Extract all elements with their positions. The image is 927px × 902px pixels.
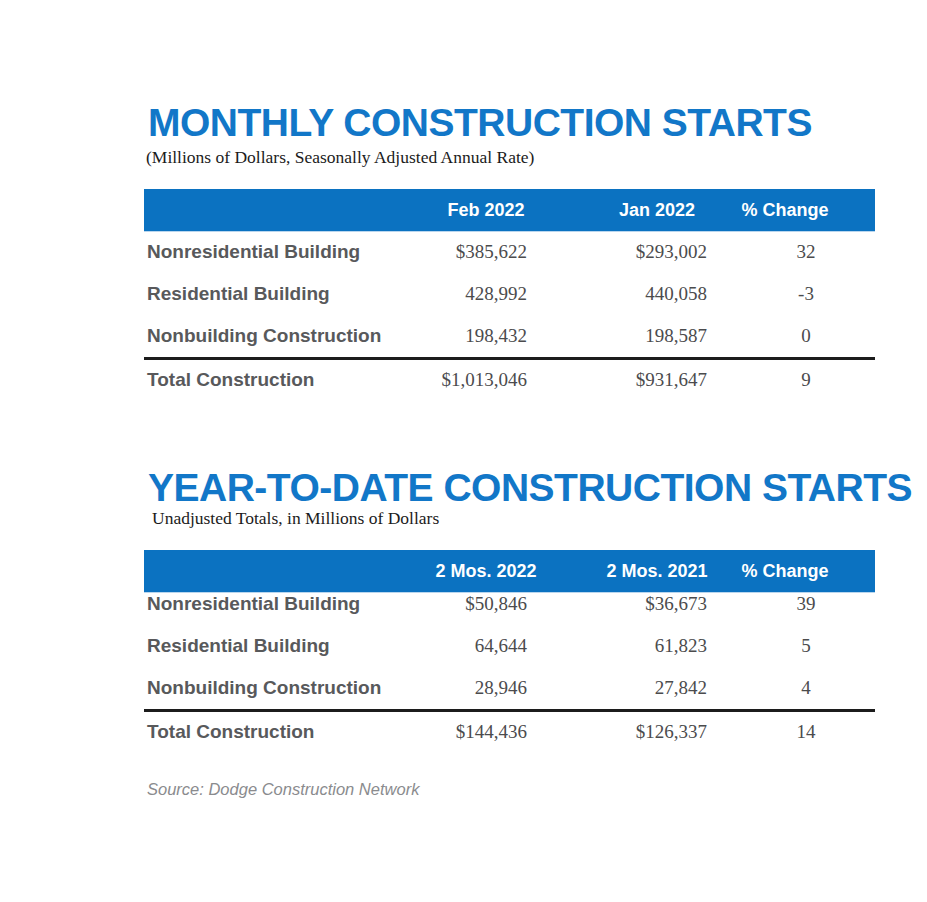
value-pct-change: 39 xyxy=(737,583,875,625)
value-pct-change: 32 xyxy=(737,231,875,273)
value-pct-change: -3 xyxy=(737,273,875,315)
total-label: Total Construction xyxy=(144,360,395,400)
ytd-table-body: Nonresidential Building $50,846 $36,673 … xyxy=(144,583,875,712)
row-label: Nonresidential Building xyxy=(144,583,395,625)
value-2mos-2022: $50,846 xyxy=(395,583,577,625)
value-pct-change: 4 xyxy=(737,667,875,709)
monthly-col-header-pct-change: % Change xyxy=(737,189,875,231)
table-row: Nonresidential Building $50,846 $36,673 … xyxy=(144,583,875,625)
ytd-total-row: Total Construction $144,436 $126,337 14 xyxy=(144,712,875,752)
row-label: Residential Building xyxy=(144,625,395,667)
table-row: Nonbuilding Construction 198,432 198,587… xyxy=(144,315,875,360)
value-jan-2022: $293,002 xyxy=(577,231,737,273)
table-row-total: Total Construction $1,013,046 $931,647 9 xyxy=(144,360,875,400)
table-row: Residential Building 64,644 61,823 5 xyxy=(144,625,875,667)
value-2mos-2021: 27,842 xyxy=(577,667,737,709)
total-jan-2022: $931,647 xyxy=(577,360,737,400)
total-pct-change: 9 xyxy=(737,360,875,400)
monthly-subtitle: (Millions of Dollars, Seasonally Adjuste… xyxy=(146,147,534,168)
total-label: Total Construction xyxy=(144,712,395,752)
value-2mos-2021: 61,823 xyxy=(577,625,737,667)
construction-starts-report: MONTHLY CONSTRUCTION STARTS (Millions of… xyxy=(0,0,927,902)
monthly-col-header-jan-2022: Jan 2022 xyxy=(577,189,737,231)
value-jan-2022: 198,587 xyxy=(577,315,737,357)
value-pct-change: 0 xyxy=(737,315,875,357)
value-2mos-2022: 64,644 xyxy=(395,625,577,667)
table-row: Nonbuilding Construction 28,946 27,842 4 xyxy=(144,667,875,712)
row-label: Nonbuilding Construction xyxy=(144,315,395,357)
monthly-table-body: Nonresidential Building $385,622 $293,00… xyxy=(144,231,875,360)
monthly-table-header-row: Feb 2022 Jan 2022 % Change xyxy=(144,189,875,232)
value-feb-2022: $385,622 xyxy=(395,231,577,273)
value-feb-2022: 428,992 xyxy=(395,273,577,315)
value-feb-2022: 198,432 xyxy=(395,315,577,357)
value-jan-2022: 440,058 xyxy=(577,273,737,315)
monthly-col-header-feb-2022: Feb 2022 xyxy=(395,189,577,231)
value-2mos-2021: $36,673 xyxy=(577,583,737,625)
total-pct-change: 14 xyxy=(737,712,875,752)
total-2mos-2022: $144,436 xyxy=(395,712,577,752)
table-row-total: Total Construction $144,436 $126,337 14 xyxy=(144,712,875,752)
monthly-header-spacer xyxy=(144,189,395,231)
value-2mos-2022: 28,946 xyxy=(395,667,577,709)
ytd-title: YEAR-TO-DATE CONSTRUCTION STARTS xyxy=(148,466,912,510)
total-feb-2022: $1,013,046 xyxy=(395,360,577,400)
value-pct-change: 5 xyxy=(737,625,875,667)
monthly-total-row: Total Construction $1,013,046 $931,647 9 xyxy=(144,360,875,400)
table-row: Residential Building 428,992 440,058 -3 xyxy=(144,273,875,315)
table-row: Nonresidential Building $385,622 $293,00… xyxy=(144,231,875,273)
ytd-subtitle: Unadjusted Totals, in Millions of Dollar… xyxy=(152,508,439,529)
row-label: Nonbuilding Construction xyxy=(144,667,395,709)
row-label: Nonresidential Building xyxy=(144,231,395,273)
monthly-title: MONTHLY CONSTRUCTION STARTS xyxy=(148,101,812,145)
row-label: Residential Building xyxy=(144,273,395,315)
total-2mos-2021: $126,337 xyxy=(577,712,737,752)
source-attribution: Source: Dodge Construction Network xyxy=(147,780,419,799)
